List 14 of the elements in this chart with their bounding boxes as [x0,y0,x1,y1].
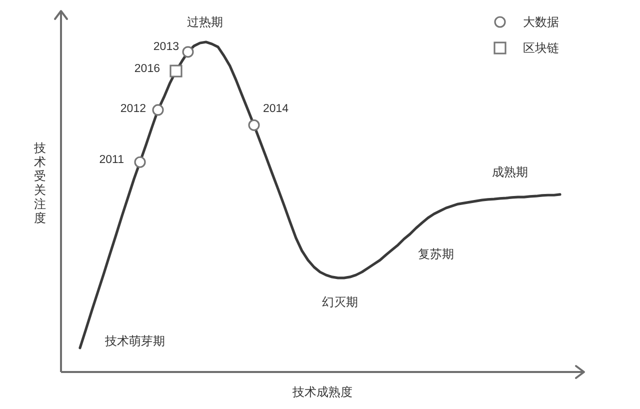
annotation: 过热期 [187,15,223,29]
annotation: 2013 [153,41,179,53]
annotation: 技术萌芽期 [105,334,165,348]
annotation: 复苏期 [418,247,454,261]
legend-label: 区块链 [523,41,559,55]
annotation: 2012 [120,103,146,115]
legend-label: 大数据 [523,15,559,29]
annotation: 幻灭期 [322,295,358,309]
xlabel: 技术成熟度 [292,385,352,399]
annotation: 2014 [263,103,289,115]
annotation: 2016 [134,63,160,75]
annotation: 成熟期 [492,165,528,179]
annotation: 2011 [99,154,124,166]
ylabel: 技术受关注度 [34,141,46,225]
